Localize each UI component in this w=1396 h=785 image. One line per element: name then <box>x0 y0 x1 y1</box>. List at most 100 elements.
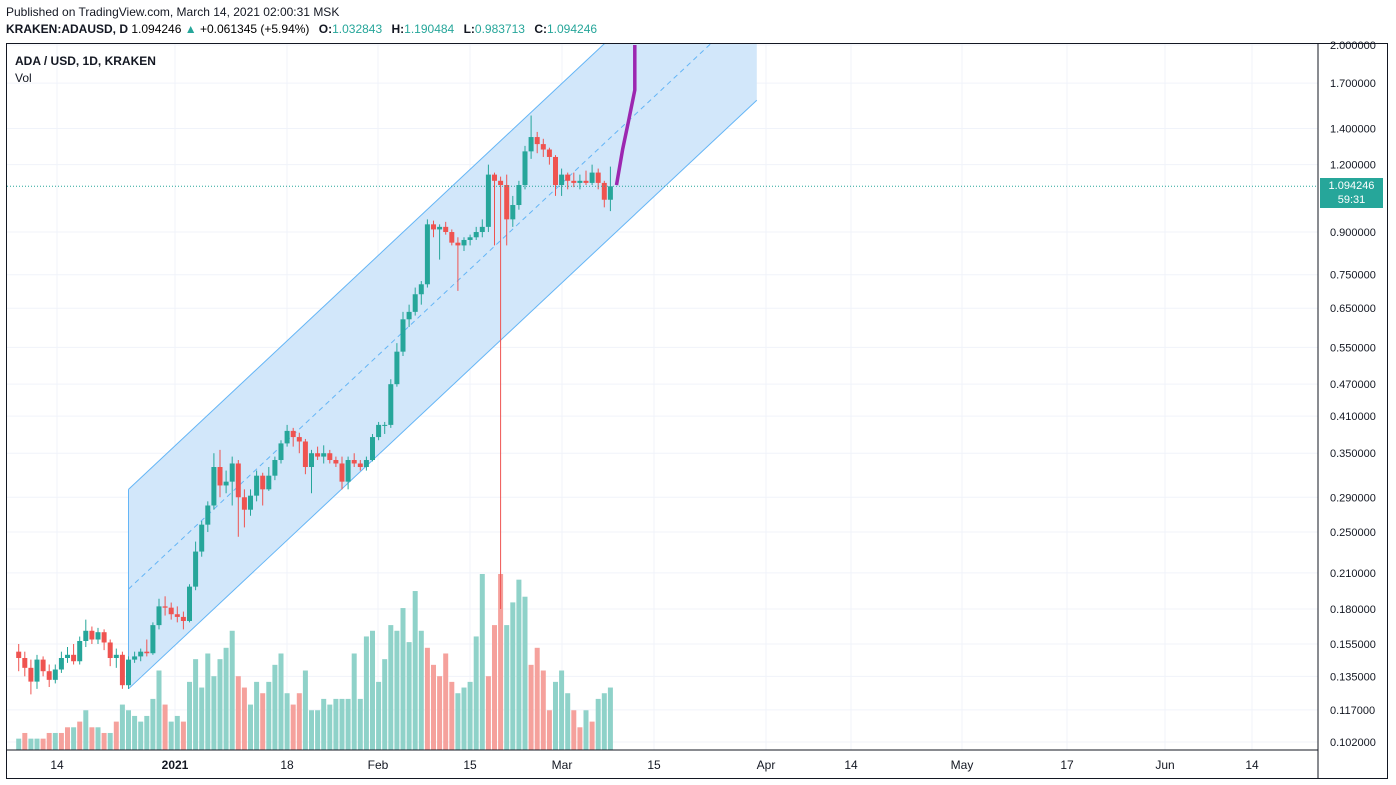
volume-bar <box>583 710 589 750</box>
x-tick-label: May <box>951 758 974 772</box>
volume-bar <box>260 693 266 750</box>
candle-body <box>101 632 107 643</box>
last-price: 1.094246 <box>131 22 182 36</box>
volume-bar <box>95 727 101 750</box>
volume-bar <box>437 676 443 750</box>
candle-body <box>339 463 345 482</box>
candle-body <box>577 180 583 183</box>
volume-bar <box>254 681 260 750</box>
volume-bar <box>577 727 583 750</box>
candle-body <box>583 180 589 183</box>
volume-bar <box>510 602 516 750</box>
volume-bar <box>553 681 558 750</box>
x-tick-label: 15 <box>647 758 661 772</box>
candle-body <box>89 630 95 640</box>
volume-bar <box>241 687 247 750</box>
candle-body <box>528 137 534 152</box>
candle-body <box>485 174 491 227</box>
volume-bar <box>589 721 595 750</box>
y-tick-label: 0.410000 <box>1330 411 1376 423</box>
candle-body <box>571 180 577 183</box>
volume-bar <box>193 659 199 750</box>
y-tick-label: 0.470000 <box>1330 379 1376 391</box>
candle-body <box>132 656 138 660</box>
volume-bar <box>382 659 388 750</box>
volume-bar <box>406 642 412 750</box>
volume-bar <box>101 732 107 750</box>
candle-body <box>534 137 540 145</box>
candle-body <box>431 224 436 230</box>
volume-bar <box>516 579 522 750</box>
candle-body <box>327 453 333 461</box>
candle-body <box>382 424 388 426</box>
candle-body <box>601 182 607 200</box>
volume-bar <box>16 738 22 750</box>
volume-bar <box>272 664 278 750</box>
candle-body <box>235 463 241 498</box>
candle-body <box>248 495 253 510</box>
channel-upper-line <box>128 44 605 490</box>
volume-bar <box>546 710 552 750</box>
candle-body <box>138 651 144 657</box>
channel-lower-line <box>128 99 758 690</box>
close-label: C: <box>534 22 547 36</box>
y-tick-label: 0.250000 <box>1330 527 1376 539</box>
price-tag-value: 1.094246 <box>1328 180 1375 192</box>
volume-bar <box>309 710 314 750</box>
volume-bar <box>229 630 235 750</box>
volume-bar <box>223 647 229 750</box>
candle-body <box>83 630 89 641</box>
candle-body <box>71 654 77 662</box>
candle-body <box>559 174 565 186</box>
volume-bar <box>443 653 449 750</box>
volume-bar <box>400 608 406 750</box>
candle-body <box>522 151 528 186</box>
volume-bar <box>528 664 534 750</box>
volume-bar <box>357 698 363 750</box>
candle-body <box>260 475 266 490</box>
volume-bar <box>565 693 571 750</box>
volume-bar <box>345 698 351 750</box>
candle-body <box>205 505 211 525</box>
candle-body <box>546 149 552 157</box>
candle-body <box>95 632 101 640</box>
volume-bar <box>162 704 168 750</box>
volume-bar <box>46 732 52 750</box>
candle-body <box>199 524 205 552</box>
candle-body <box>22 658 28 668</box>
volume-bar <box>138 721 144 750</box>
x-tick-label: 15 <box>463 758 477 772</box>
candle-body <box>437 226 443 230</box>
candle-body <box>363 460 369 468</box>
close-value: 1.094246 <box>546 22 598 36</box>
candle-body <box>406 311 412 320</box>
candle-body <box>254 475 260 496</box>
price-tag-countdown: 59:31 <box>1337 194 1366 206</box>
volume-bar <box>394 630 400 750</box>
candle-body <box>589 172 595 183</box>
candle-body <box>315 453 321 457</box>
candle-body <box>302 441 308 468</box>
candle-body <box>565 174 571 181</box>
y-tick-label: 0.117000 <box>1330 705 1375 717</box>
volume-bar <box>540 670 546 750</box>
channel-fill <box>128 44 757 689</box>
candle-body <box>144 651 150 654</box>
candle-body <box>607 186 613 200</box>
candle-body <box>309 453 314 468</box>
volume-bar <box>522 596 528 750</box>
candle-body <box>351 460 357 464</box>
volume-bar <box>65 727 70 750</box>
chart-frame <box>6 43 1388 779</box>
candle-body <box>241 497 247 510</box>
candle-body <box>510 205 516 220</box>
volume-bar <box>284 693 290 750</box>
candle-body <box>443 226 449 233</box>
low-label: L: <box>463 22 475 36</box>
volume-bar <box>388 625 394 750</box>
candle-body <box>553 156 558 186</box>
candle-body <box>467 237 473 240</box>
candle-body <box>272 460 278 476</box>
published-header: Published on TradingView.com, March 14, … <box>6 5 340 19</box>
